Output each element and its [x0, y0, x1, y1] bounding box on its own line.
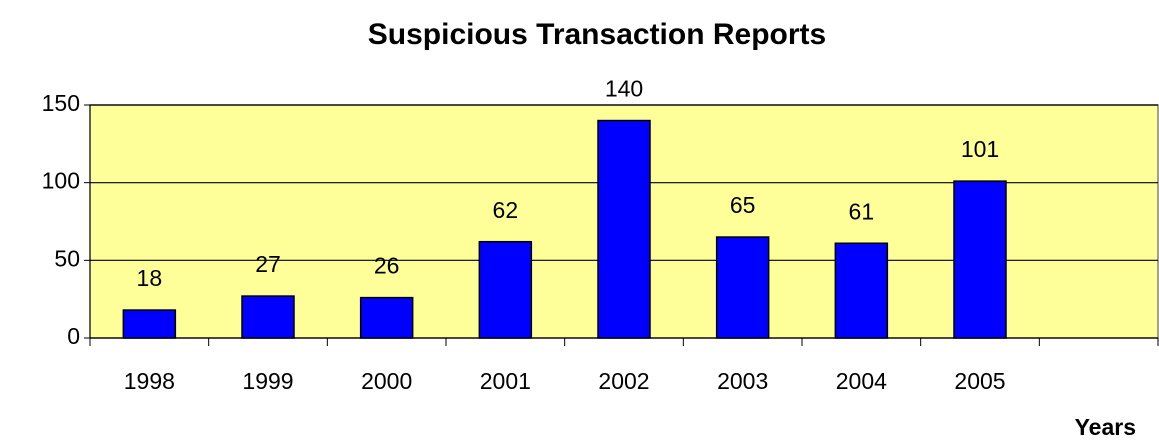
- bar: [478, 240, 533, 339]
- x-tick-label: 2000: [361, 368, 412, 394]
- x-tick-label: 2005: [954, 368, 1005, 394]
- x-tick-label: 2004: [836, 368, 887, 394]
- data-label: 27: [255, 251, 281, 277]
- x-tick-label: 2001: [480, 368, 531, 394]
- x-tick-label: 2003: [717, 368, 768, 394]
- bar: [715, 236, 770, 339]
- data-label: 26: [374, 253, 400, 279]
- data-label: 140: [605, 76, 643, 102]
- data-label: 101: [961, 136, 999, 162]
- bar: [359, 296, 414, 339]
- y-tick-label: 100: [42, 168, 80, 194]
- data-label: 62: [493, 197, 519, 223]
- bar: [953, 180, 1007, 339]
- chart-title: Suspicious Transaction Reports: [368, 18, 826, 51]
- x-tick-label: 1999: [242, 368, 293, 394]
- bar: [241, 295, 295, 339]
- y-tick-label: 150: [42, 90, 80, 116]
- y-tick-label: 50: [54, 245, 80, 271]
- x-tick-label: 2002: [598, 368, 649, 394]
- bar: [597, 119, 651, 339]
- data-label: 18: [137, 265, 163, 291]
- y-tick-label: 0: [67, 323, 80, 349]
- bar: [834, 242, 889, 339]
- bar: [122, 309, 177, 339]
- data-label: 65: [730, 192, 756, 218]
- data-label: 61: [849, 198, 875, 224]
- x-axis-label: Years: [1075, 414, 1136, 440]
- x-tick-label: 1998: [124, 368, 175, 394]
